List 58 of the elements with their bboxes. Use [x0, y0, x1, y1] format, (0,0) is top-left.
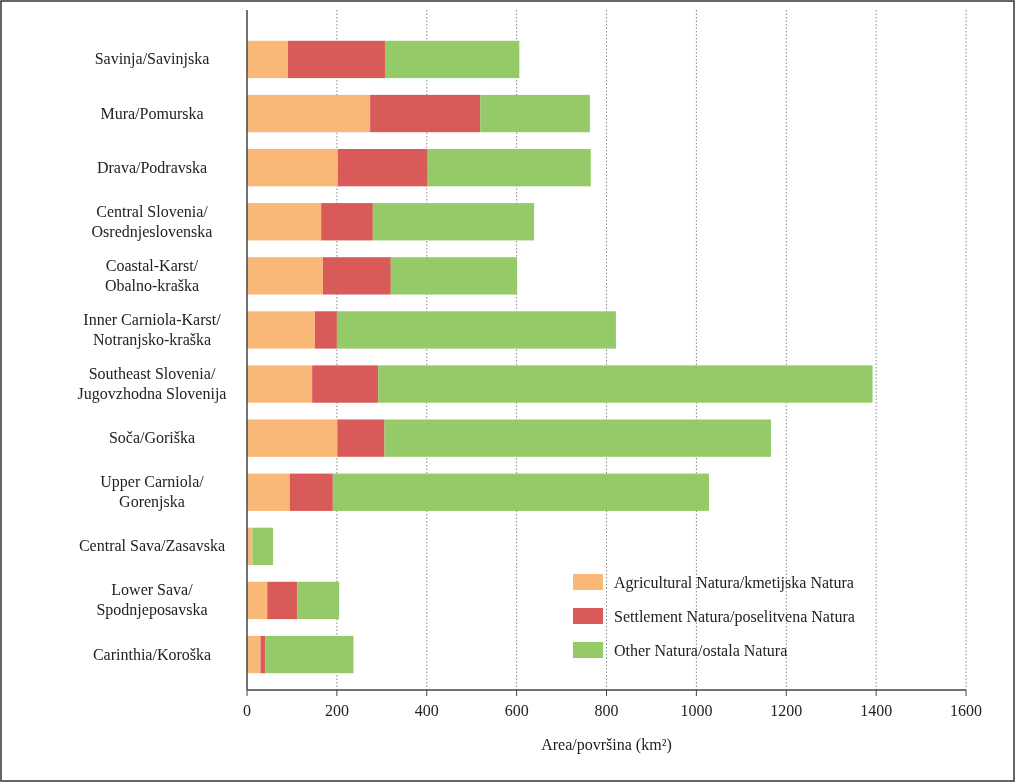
bar — [247, 257, 323, 295]
y-tick-label: Mura/Pomurska — [100, 104, 204, 122]
bar — [337, 148, 428, 187]
bar — [372, 203, 535, 241]
y-tick-label: Lower Sava/Spodnjeposavska — [96, 581, 208, 620]
y-tick-label: Drava/Podravska — [96, 158, 208, 176]
bar — [378, 365, 873, 403]
bar — [314, 311, 337, 349]
bar — [337, 419, 385, 457]
bar — [247, 473, 290, 511]
x-tick-label: 1000 — [680, 702, 713, 719]
bar — [247, 581, 268, 620]
x-tick-label: 0 — [243, 702, 251, 719]
bar — [260, 635, 266, 674]
bar — [480, 94, 590, 133]
y-tick-label: Carinthia/Koroška — [92, 645, 212, 663]
bar — [336, 311, 616, 349]
bar — [370, 94, 481, 133]
bar — [287, 40, 385, 79]
bar — [384, 40, 520, 79]
bar — [252, 527, 274, 566]
x-axis-title: Area/površina (km²) — [541, 736, 672, 754]
bar — [247, 40, 288, 79]
x-tick-label: 1400 — [860, 702, 893, 719]
bar — [247, 365, 313, 403]
bar — [247, 311, 315, 349]
y-tick-label: Soča/Goriška — [108, 429, 196, 447]
y-tick-label: Coastal-Karst/Obalno-kraška — [104, 256, 200, 294]
bar — [247, 203, 322, 241]
legend-label: Agricultural Natura/kmetijska Natura — [614, 574, 854, 592]
y-tick-label: Inner Carniola-Karst/Notranjsko-kraška — [83, 310, 222, 349]
bar — [384, 419, 771, 457]
legend-label: Settlement Natura/poselitvena Natura — [614, 608, 855, 626]
bar — [247, 148, 338, 187]
x-tick-label: 1600 — [950, 702, 982, 719]
x-tick-label: 400 — [414, 702, 439, 719]
bar — [322, 257, 391, 295]
bar — [390, 257, 518, 295]
bar — [265, 635, 354, 674]
legend-label: Other Natura/ostala Natura — [614, 642, 788, 659]
y-tick-label: Savinja/Savinjska — [94, 50, 210, 69]
bar — [297, 581, 340, 620]
bar — [312, 365, 379, 403]
bar — [427, 148, 591, 187]
x-tick-label: 200 — [324, 702, 349, 719]
x-tick-label: 1200 — [770, 702, 803, 719]
x-tick-label: 600 — [504, 702, 529, 719]
bar — [267, 581, 298, 620]
y-tick-label: Central Sava/Zasavska — [78, 537, 226, 555]
x-tick-label: 800 — [594, 702, 619, 719]
y-tick-label: Upper Carniola/Gorenjska — [100, 473, 205, 512]
bar — [247, 419, 338, 457]
bar — [289, 473, 333, 511]
bar — [247, 94, 371, 133]
bar — [332, 473, 709, 511]
y-tick-label: Central Slovenia/Osrednjeslovenska — [91, 202, 213, 241]
bar — [321, 203, 373, 241]
y-tick-label: Southeast Slovenia/Jugovzhodna Slovenija — [77, 365, 227, 404]
